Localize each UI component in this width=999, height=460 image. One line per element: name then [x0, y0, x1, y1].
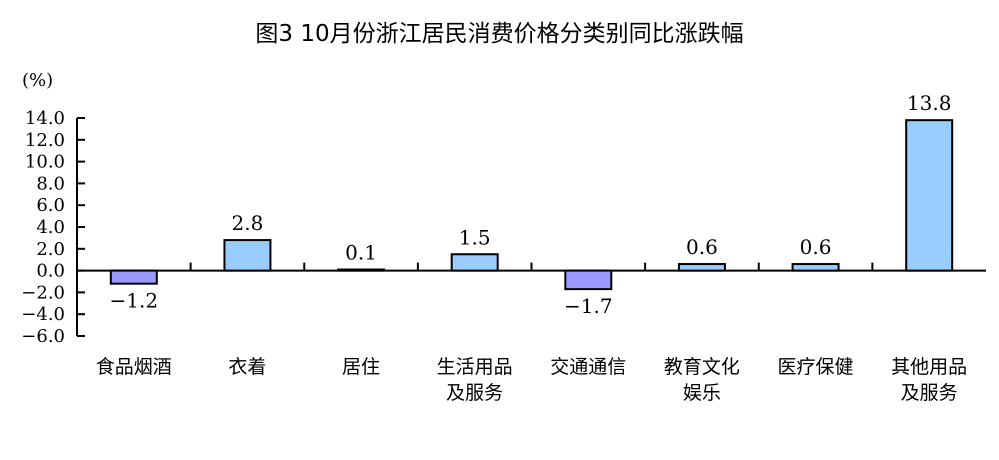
y-tick-label: 6.0	[36, 195, 65, 216]
x-tick-label: 医疗保健	[778, 356, 854, 378]
y-tick-label: 8.0	[36, 173, 65, 194]
y-tick-label: −6.0	[21, 326, 65, 347]
y-tick-label: 12.0	[25, 130, 65, 151]
chart-title: 图3 10月份浙江居民消费价格分类别同比涨跌幅	[255, 21, 744, 47]
bar	[223, 239, 272, 272]
x-tick-label: 生活用品	[437, 356, 513, 378]
bar	[564, 269, 613, 291]
bar	[905, 119, 954, 272]
bar	[450, 253, 499, 272]
x-tick-label: 衣着	[228, 356, 266, 378]
bar	[337, 268, 386, 272]
data-label: 0.6	[686, 235, 718, 259]
y-tick-label: 14.0	[25, 108, 65, 129]
y-axis-label: (%)	[22, 70, 53, 91]
y-tick-label: 2.0	[36, 239, 65, 260]
y-tick-label: −4.0	[21, 304, 65, 325]
y-tick-label: 4.0	[36, 217, 65, 238]
data-label: 13.8	[907, 91, 952, 115]
x-tick-label: 教育文化	[664, 356, 740, 378]
bar	[109, 269, 158, 285]
y-tick-label: 0.0	[36, 261, 65, 282]
x-tick-label: 居住	[342, 356, 380, 378]
x-tick-label: 食品烟酒	[96, 356, 172, 378]
data-label: 1.5	[459, 225, 491, 249]
data-label: 0.6	[800, 235, 832, 259]
data-label: −1.2	[110, 289, 159, 313]
x-tick-label: 娱乐	[683, 382, 721, 404]
x-tick-label: 交通通信	[550, 356, 626, 378]
y-tick-label: −2.0	[21, 282, 65, 303]
data-label: −1.7	[564, 294, 613, 318]
x-tick-label: 其他用品	[891, 356, 967, 378]
data-label: 2.8	[232, 211, 264, 235]
bar	[677, 263, 726, 272]
x-tick-label: 及服务	[901, 382, 958, 404]
y-tick-label: 10.0	[25, 152, 65, 173]
data-label: 0.1	[345, 241, 377, 265]
bar	[791, 263, 840, 272]
x-tick-label: 及服务	[446, 382, 503, 404]
